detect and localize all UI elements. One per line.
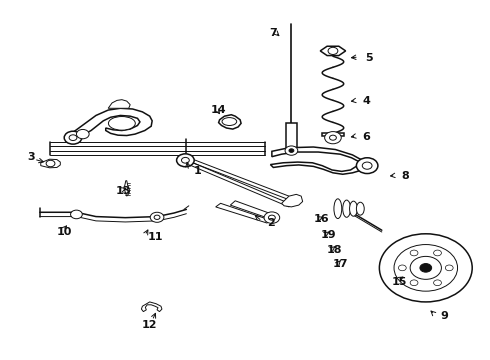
Text: 4: 4: [362, 96, 370, 106]
Text: 13: 13: [116, 186, 131, 196]
Circle shape: [445, 265, 453, 271]
Circle shape: [264, 212, 280, 224]
Circle shape: [379, 234, 472, 302]
Text: 15: 15: [392, 277, 407, 287]
Text: 2: 2: [267, 218, 275, 228]
Polygon shape: [124, 181, 130, 196]
Text: 10: 10: [57, 227, 72, 237]
Circle shape: [46, 160, 55, 167]
Circle shape: [76, 130, 89, 139]
Circle shape: [434, 280, 441, 285]
Circle shape: [176, 154, 194, 167]
Polygon shape: [216, 203, 270, 223]
Circle shape: [394, 244, 458, 291]
Circle shape: [325, 132, 341, 144]
Polygon shape: [108, 100, 130, 108]
Ellipse shape: [334, 199, 342, 219]
Polygon shape: [320, 46, 345, 55]
Circle shape: [289, 149, 294, 152]
Circle shape: [410, 250, 418, 256]
Circle shape: [356, 158, 378, 174]
Text: 17: 17: [333, 259, 348, 269]
Text: 7: 7: [270, 28, 277, 38]
Text: 14: 14: [211, 105, 226, 115]
Polygon shape: [286, 123, 297, 148]
Text: 1: 1: [194, 166, 201, 176]
Circle shape: [330, 135, 336, 140]
Text: 16: 16: [314, 215, 329, 224]
Circle shape: [410, 280, 418, 285]
Circle shape: [362, 162, 372, 169]
Circle shape: [154, 215, 160, 220]
Circle shape: [420, 264, 432, 272]
Circle shape: [328, 47, 338, 54]
Circle shape: [269, 215, 275, 220]
Ellipse shape: [356, 202, 364, 215]
Text: 11: 11: [147, 232, 163, 242]
Text: 6: 6: [362, 132, 370, 142]
Polygon shape: [67, 108, 152, 139]
Ellipse shape: [222, 118, 237, 126]
Polygon shape: [230, 201, 277, 220]
Polygon shape: [142, 302, 162, 312]
Circle shape: [150, 212, 164, 222]
Polygon shape: [270, 147, 365, 174]
Ellipse shape: [343, 200, 350, 217]
Polygon shape: [219, 115, 241, 129]
Text: 18: 18: [327, 245, 343, 255]
Circle shape: [64, 131, 82, 144]
Polygon shape: [322, 133, 344, 136]
Circle shape: [285, 146, 298, 155]
Text: 19: 19: [321, 230, 336, 239]
Circle shape: [398, 265, 406, 271]
Circle shape: [410, 256, 441, 279]
Text: 3: 3: [27, 152, 35, 162]
Text: 9: 9: [441, 311, 448, 321]
Circle shape: [181, 157, 189, 163]
Circle shape: [434, 250, 441, 256]
Ellipse shape: [349, 201, 357, 216]
Circle shape: [71, 210, 82, 219]
Circle shape: [69, 135, 77, 140]
Polygon shape: [41, 159, 60, 168]
Text: 5: 5: [365, 53, 372, 63]
Text: 12: 12: [142, 320, 157, 330]
Polygon shape: [282, 194, 303, 207]
Ellipse shape: [108, 117, 135, 130]
Text: 8: 8: [401, 171, 409, 181]
